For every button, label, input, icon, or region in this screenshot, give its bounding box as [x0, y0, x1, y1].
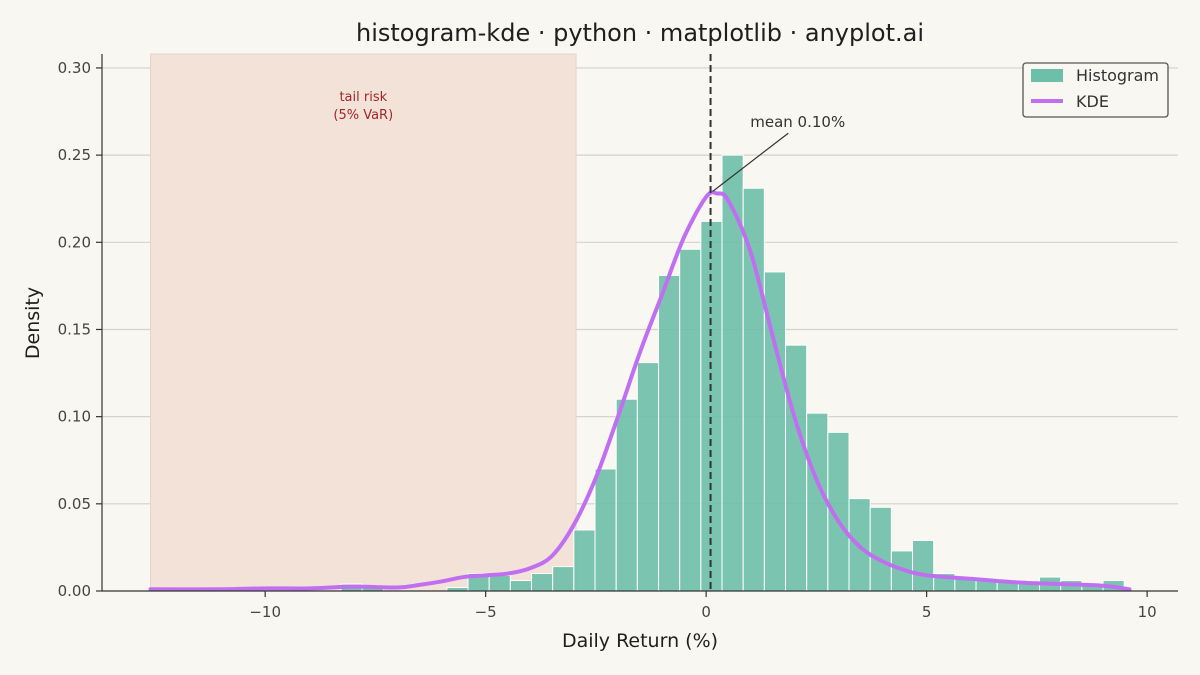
legend-kde-label: KDE	[1076, 92, 1109, 111]
mean-annotation-arrow	[712, 132, 789, 192]
x-tick-label: 5	[922, 603, 932, 621]
histogram-bar	[869, 506, 892, 592]
y-tick-label: 0.30	[58, 59, 91, 77]
kde-curve-group	[148, 190, 1132, 592]
legend: Histogram KDE	[1022, 62, 1169, 118]
histogram-bar	[488, 574, 511, 592]
histogram-bar	[658, 274, 681, 592]
histogram-bar	[615, 398, 638, 592]
histogram-bar	[679, 248, 702, 592]
histogram-bar	[806, 412, 829, 592]
histogram-bar	[594, 468, 617, 592]
mean-annotation-label: mean 0.10%	[750, 113, 845, 131]
tail-risk-band-group: tail risk (5% VaR)	[150, 53, 577, 592]
histogram-bar	[636, 362, 660, 592]
histogram-bar	[552, 566, 575, 592]
tail-risk-label: tail risk	[339, 90, 387, 105]
histogram-bar	[573, 529, 596, 592]
x-tick-label: −5	[475, 603, 497, 621]
tick-labels: 0.00 0.05 0.10 0.15 0.20 0.25 0.30 −10 −5 0 5 10	[58, 59, 1157, 621]
y-tick-label: 0.20	[58, 233, 91, 251]
legend-histogram-swatch	[1031, 69, 1063, 82]
y-tick-label: 0.10	[58, 408, 91, 426]
histogram-bar	[785, 344, 808, 592]
legend-histogram-label: Histogram	[1076, 66, 1159, 85]
axes	[101, 54, 1178, 592]
y-axis-label: Density	[22, 287, 44, 359]
y-tick-label: 0.15	[58, 320, 91, 338]
x-tick-label: 0	[701, 603, 711, 621]
kde-curve	[148, 190, 1132, 592]
tail-risk-sublabel: (5% VaR)	[333, 108, 393, 123]
histogram-bar	[531, 573, 554, 592]
chart-title: histogram-kde · python · matplotlib · an…	[356, 19, 924, 47]
y-tick-label: 0.05	[58, 495, 91, 513]
x-tick-label: −10	[249, 603, 281, 621]
x-tick-label: 10	[1138, 603, 1157, 621]
y-tick-label: 0.00	[58, 582, 91, 600]
x-axis-label: Daily Return (%)	[562, 630, 718, 652]
mean-group: mean 0.10%	[709, 54, 845, 591]
y-tick-label: 0.25	[58, 146, 91, 164]
histogram-bar	[742, 187, 765, 592]
tail-risk-band	[150, 53, 577, 592]
histogram-bar	[912, 539, 935, 592]
histogram-bar	[509, 580, 533, 592]
